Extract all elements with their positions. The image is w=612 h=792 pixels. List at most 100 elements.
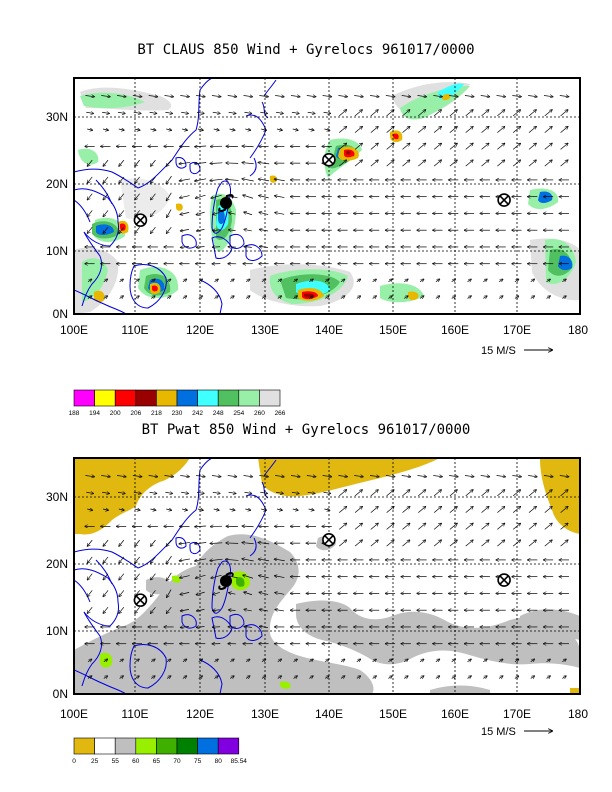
wind-vector [465, 160, 473, 167]
panel1-frame [73, 77, 581, 315]
wind-vector [481, 507, 489, 513]
wind-vector [386, 523, 394, 530]
wind-vector [354, 127, 362, 133]
wind-vector [449, 490, 457, 497]
wind-vector [259, 212, 269, 215]
panel1-lat-label: 30N [46, 110, 68, 124]
wind-vector [354, 476, 363, 477]
panel2-frame [73, 457, 581, 695]
panel1-longitude-labels: 100E 110E 120E 130E 140E 150E 160E 170E … [60, 323, 588, 337]
wind-vector [530, 659, 535, 661]
wind-vector [87, 279, 92, 281]
colorbar-tick-label: 75 [194, 758, 202, 765]
colorbar-tick-label: 188 [69, 410, 80, 417]
colorbar-tick-label: 206 [130, 410, 141, 417]
wind-vector [276, 492, 283, 493]
wind-vector [291, 112, 299, 113]
panel2-ref-vector-label: 15 M/S [481, 726, 516, 738]
wind-vector [356, 296, 361, 298]
wind-vector [530, 296, 535, 298]
wind-vector [481, 523, 489, 530]
panel1-lon-label: 170E [503, 323, 531, 337]
wind-vector [103, 659, 108, 661]
wind-vector [370, 507, 378, 513]
wind-vector [449, 96, 458, 97]
panel1-wind-vectors [85, 96, 569, 299]
panel1-lat-label: 20N [46, 177, 68, 191]
wind-vector [198, 659, 203, 661]
wind-vector [464, 476, 474, 477]
wind-vector [528, 96, 537, 97]
wind-vector [180, 96, 189, 97]
wind-vector [180, 476, 189, 477]
wind-vector [388, 279, 392, 281]
wind-vector [195, 146, 207, 147]
wind-vector [212, 492, 220, 493]
wind-vector [309, 279, 313, 281]
wind-vector [198, 676, 203, 678]
wind-vector [132, 476, 142, 477]
colorbar-tick-label: 60 [132, 758, 140, 765]
wind-vector [385, 476, 395, 477]
colorbar-swatch [73, 389, 95, 407]
panel2-lat-label: 0N [53, 687, 68, 701]
colorbar-swatch [156, 737, 178, 755]
wind-vector [117, 112, 125, 113]
wind-vector [180, 195, 190, 198]
wind-vector [290, 96, 300, 97]
wind-vector [275, 593, 285, 595]
panel2-lon-label: 150E [379, 707, 407, 721]
wind-vector [435, 659, 440, 661]
wind-vector [180, 575, 190, 578]
panel2-reference-vector: 15 M/S [481, 726, 552, 738]
wind-vector [308, 509, 314, 510]
wind-vector [290, 476, 300, 477]
wind-vector [386, 540, 394, 547]
colorbar-swatch [259, 389, 281, 407]
wind-vector [259, 96, 268, 97]
wind-vector [261, 129, 266, 130]
wind-vector [211, 574, 222, 578]
wind-vector [560, 160, 568, 167]
wind-vector [101, 476, 110, 477]
wind-vector [119, 279, 124, 281]
panel1-ref-vector-label: 15 M/S [481, 345, 516, 357]
wind-vector [497, 540, 504, 547]
wind-vector [275, 609, 285, 610]
wind-vector [356, 659, 361, 661]
wind-vector [151, 556, 156, 563]
wind-vector [198, 279, 203, 281]
wind-vector [242, 543, 254, 544]
colorbar-swatch [217, 389, 240, 407]
wind-vector [117, 476, 126, 477]
wind-vector [230, 659, 234, 661]
wind-vector [528, 540, 536, 547]
panel2-lon-label: 180 [568, 707, 588, 721]
wind-vector [213, 509, 219, 510]
wind-vector [244, 609, 252, 611]
wind-vector [228, 492, 236, 493]
wind-vector [135, 659, 139, 661]
wind-vector [182, 659, 187, 661]
wind-vector [417, 476, 426, 477]
wind-vector [103, 606, 109, 613]
wind-vector [528, 127, 536, 133]
wind-vector [103, 279, 108, 281]
wind-vector [245, 129, 250, 130]
wind-vector [481, 160, 489, 167]
wind-vector [451, 676, 456, 678]
wind-vector [86, 492, 93, 493]
wind-vector [261, 676, 266, 678]
wind-vector [214, 279, 219, 281]
wind-vector [151, 539, 156, 546]
wind-vector [119, 606, 125, 613]
panel1-lon-label: 140E [315, 323, 343, 337]
wind-vector [418, 110, 425, 117]
wind-vector [562, 279, 566, 281]
wind-vector [370, 540, 378, 547]
wind-vector [307, 112, 315, 113]
wind-vector [275, 96, 284, 97]
wind-vector [166, 555, 172, 564]
wind-vector [433, 110, 441, 117]
panel1-map: 30N 20N 10N 0N 100E 110E 120E 130E 140E … [46, 77, 588, 417]
